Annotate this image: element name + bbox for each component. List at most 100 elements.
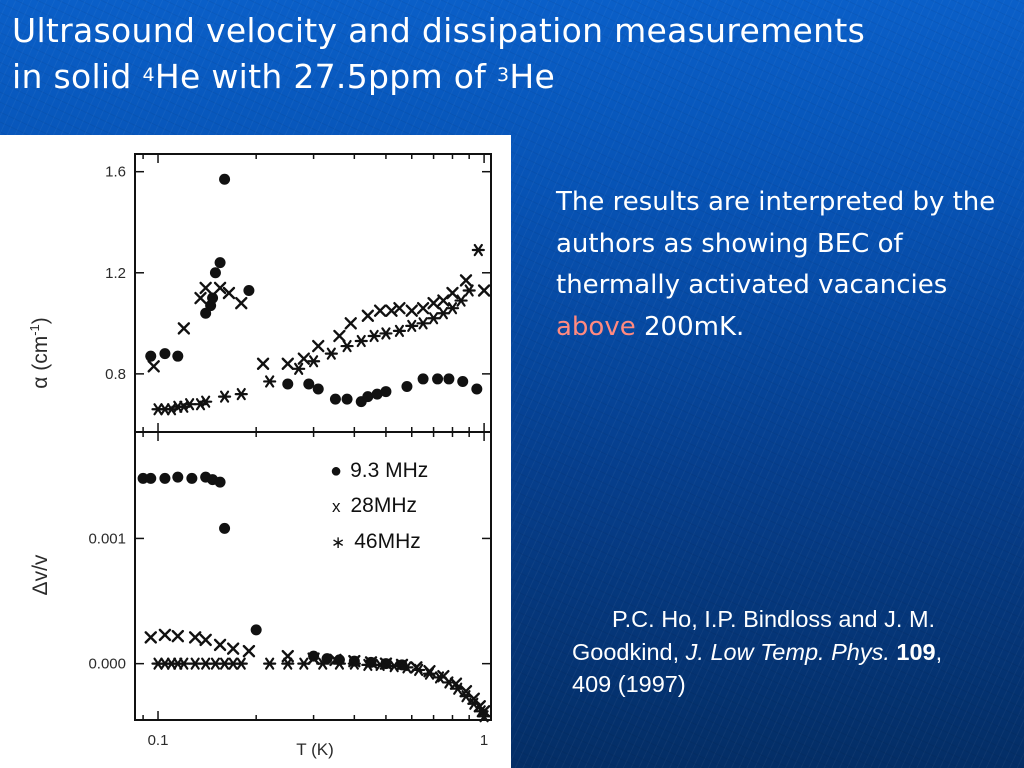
dv-point-28mhz (226, 642, 240, 655)
x-marker-stroke (385, 304, 398, 317)
alpha-point-28mhz (344, 317, 357, 330)
asterisk-marker-stroke (402, 661, 412, 674)
shared-axes: T (K) α (cm-1) Δv/v (27, 317, 334, 759)
alpha-point-93mhz (457, 375, 469, 387)
asterisk-marker-stroke (342, 339, 352, 353)
citation-pages-year: 409 (1997) (572, 671, 686, 697)
asterisk-marker-stroke (407, 319, 417, 332)
x-marker-stroke (467, 692, 481, 705)
asterisk-marker-stroke (153, 657, 163, 670)
dv-point-46mhz (459, 690, 473, 703)
dv-point-28mhz (213, 638, 227, 652)
legend: ● 9.3 MHz x 28MHz ∗ 46MHz (330, 459, 428, 553)
alpha-point-46mhz (263, 375, 277, 388)
alpha-y-tick-label: 0.8 (105, 366, 126, 383)
alpha-point-28mhz (477, 284, 491, 297)
legend-label-28mhz: 28MHz (351, 494, 418, 517)
asterisk-marker-stroke (434, 671, 445, 684)
asterisk-marker-stroke (479, 710, 489, 723)
x-marker-stroke (281, 357, 294, 370)
asterisk-marker-stroke (334, 657, 345, 670)
dv-point-28mhz (158, 628, 172, 642)
alpha-point-93mhz (417, 373, 429, 385)
dv-point-28mhz (188, 631, 202, 644)
asterisk-marker-stroke (153, 403, 163, 416)
x-marker-stroke (177, 322, 191, 335)
alpha-point-93mhz (159, 348, 171, 360)
dv-point-28mhz (199, 633, 212, 647)
alpha-point-46mhz (392, 324, 407, 338)
x-marker-stroke (329, 653, 342, 667)
dv-point-93mhz (159, 472, 171, 484)
x-marker-stroke (188, 631, 202, 644)
figure-panel: 0.8 1.2 1.6 0.000 0.001 0.1 1 T (K) α (cm-1) … (0, 135, 511, 768)
velocity-y-axis-label: Δv/v (29, 554, 52, 595)
alpha-point-46mhz (324, 347, 338, 360)
x-marker-stroke (446, 286, 459, 300)
alpha-point-46mhz (217, 390, 232, 403)
citation-journal: J. Low Temp. Phys. (685, 638, 890, 665)
x-marker-stroke (213, 638, 227, 652)
asterisk-marker-stroke (375, 658, 385, 672)
dv-point-46mhz (451, 682, 465, 695)
dv-point-46mhz (442, 676, 456, 689)
alpha-point-28mhz (297, 352, 311, 365)
asterisk-marker-stroke (201, 657, 211, 670)
alpha-point-46mhz (462, 284, 476, 297)
alpha-point-28mhz (177, 322, 191, 335)
x-marker-stroke (333, 329, 346, 343)
alpha-y-tick-label: 1.6 (105, 164, 126, 181)
x-marker-stroke (459, 685, 473, 698)
citation-volume: 109 (896, 638, 936, 665)
alpha-point-93mhz (219, 173, 231, 185)
asterisk-marker-stroke (294, 362, 304, 375)
alpha-point-93mhz (209, 267, 221, 279)
asterisk-marker-stroke (236, 387, 246, 401)
title-line2-mid: He with 27.5ppm of (154, 57, 497, 96)
dv-point-46mhz (400, 661, 414, 674)
alpha-point-28mhz (459, 274, 473, 287)
summary-body: The results are interpreted by the autho… (556, 187, 996, 300)
dv-point-46mhz (412, 663, 426, 677)
asterisk-marker-stroke (456, 294, 466, 307)
x-marker-stroke (312, 339, 325, 353)
x-axis-label: T (K) (296, 740, 333, 759)
citation-sep: , (935, 638, 943, 665)
asterisk-marker-stroke (389, 660, 399, 673)
alpha-unit-open: (cm (29, 336, 52, 377)
x-marker-stroke (147, 360, 160, 373)
title-line2-suffix: He (509, 57, 556, 96)
dv-point-46mhz (188, 657, 202, 670)
legend-entry-46mhz: ∗ 46MHz (331, 530, 421, 553)
alpha-point-46mhz (367, 329, 381, 343)
dv-point-28mhz (171, 629, 185, 643)
alpha-point-93mhz (341, 393, 353, 405)
alpha-point-93mhz (172, 350, 184, 362)
alpha-point-28mhz (427, 296, 440, 310)
dv-point-28mhz (307, 652, 320, 665)
asterisk-marker-stroke (326, 347, 336, 360)
figure-svg: 0.8 1.2 1.6 0.000 0.001 0.1 1 T (K) α (cm-1) … (27, 153, 492, 759)
alpha-point-46mhz (199, 395, 213, 408)
asterisk-marker-stroke (464, 284, 474, 297)
alpha-symbol: α (29, 377, 52, 389)
asterisk-marker-stroke (418, 317, 428, 330)
alpha-y-tick-label: 1.2 (105, 265, 126, 282)
title-line2-prefix: in solid (12, 57, 143, 96)
x-marker-stroke (459, 274, 473, 287)
alpha-point-28mhz (361, 309, 375, 322)
dv-point-46mhz (281, 657, 295, 670)
dv-point-46mhz (347, 657, 361, 670)
alpha-point-46mhz (234, 387, 248, 401)
dv-point-46mhz (387, 660, 401, 673)
x-marker-stroke (477, 284, 491, 297)
citation-authors: P.C. Ho, I.P. Bindloss and J. M. Goodkin… (572, 606, 936, 665)
dv-point-93mhz (186, 472, 198, 484)
x-marker-stroke (297, 352, 311, 365)
x-marker-stroke (395, 658, 409, 672)
alpha-point-46mhz (445, 302, 460, 315)
alpha-point-93mhz (303, 378, 315, 390)
x-marker-stroke (373, 304, 387, 317)
title-sup-4: 4 (142, 64, 155, 86)
dv-point-46mhz (373, 658, 387, 672)
